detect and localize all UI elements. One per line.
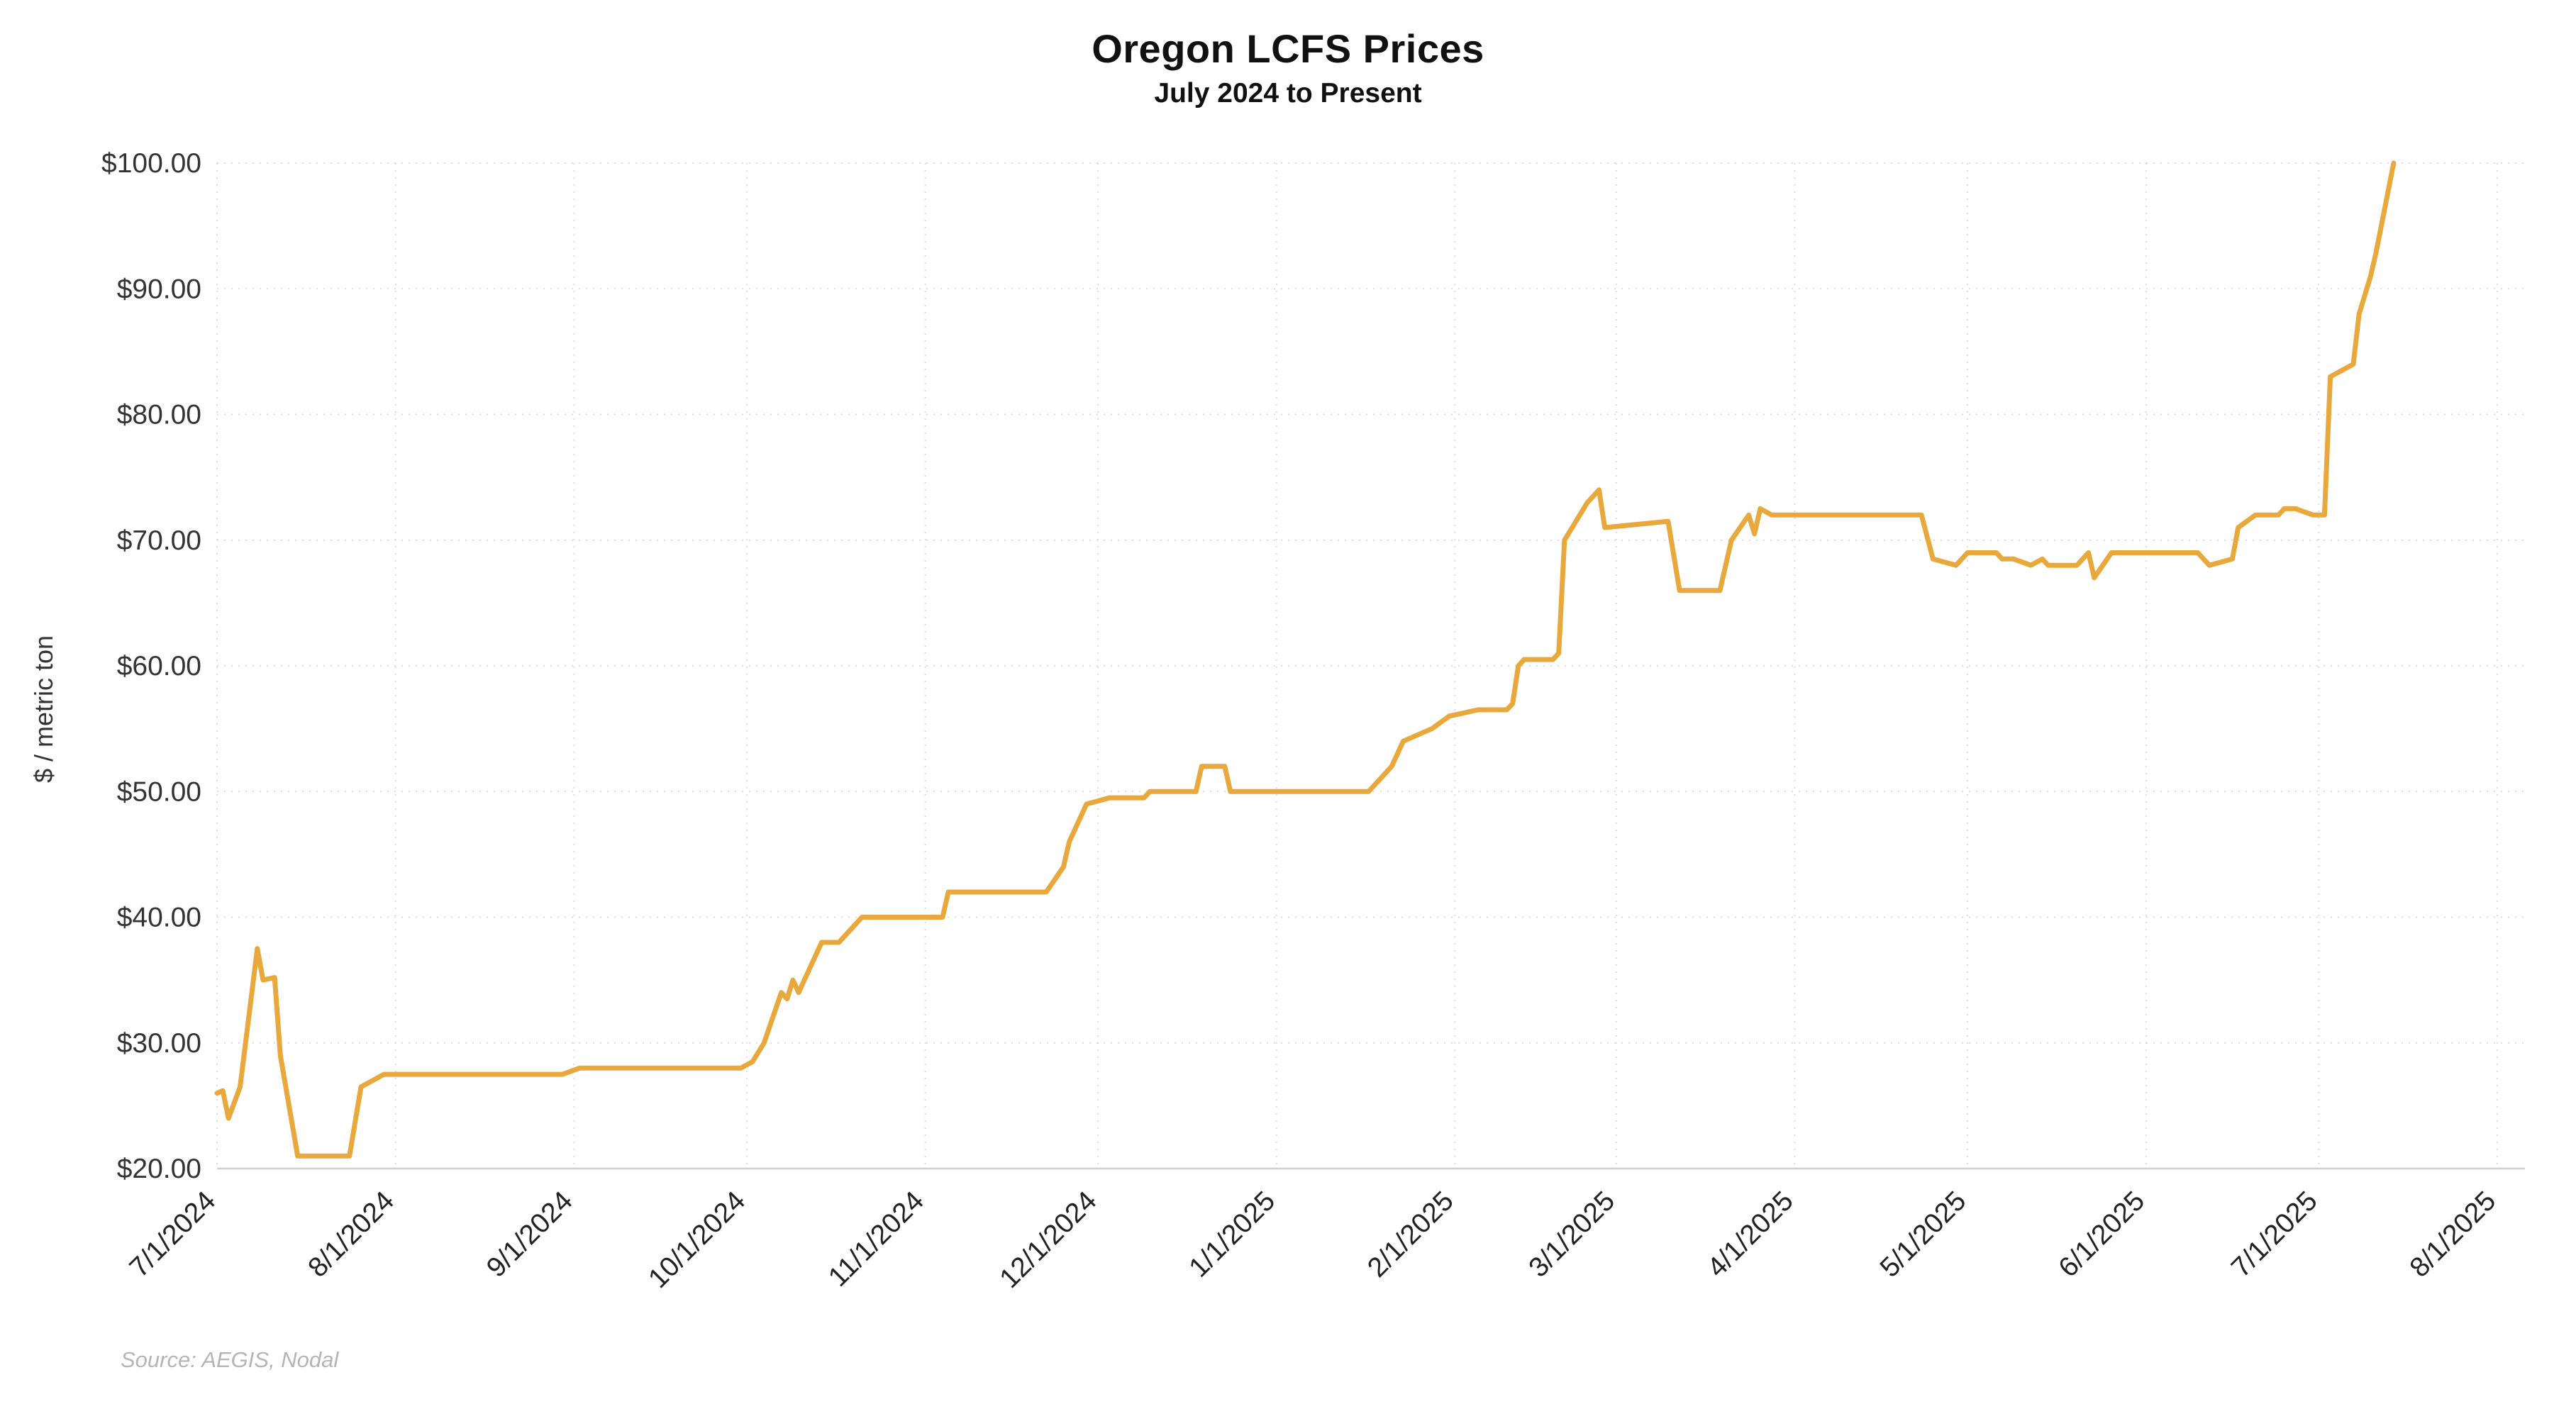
chart-title: Oregon LCFS Prices	[1092, 26, 1484, 71]
y-tick-label: $70.00	[117, 525, 201, 556]
x-tick-label: 10/1/2024	[643, 1186, 751, 1294]
x-tick-label: 12/1/2024	[994, 1186, 1102, 1294]
price-line	[214, 160, 2397, 1159]
x-tick-label: 7/1/2024	[124, 1186, 222, 1283]
x-tick-label: 1/1/2025	[1183, 1186, 1281, 1283]
y-axis-label: $ / metric ton	[29, 635, 58, 784]
source-note: Source: AEGIS, Nodal	[121, 1347, 339, 1372]
y-tick-label: $60.00	[117, 651, 201, 681]
y-tick-label: $100.00	[101, 148, 201, 179]
x-tick-label: 4/1/2025	[1701, 1186, 1799, 1283]
x-tick-label: 9/1/2024	[481, 1186, 579, 1283]
y-tick-label: $20.00	[117, 1154, 201, 1184]
x-tick-label: 3/1/2025	[1523, 1186, 1621, 1283]
y-tick-label: $80.00	[117, 400, 201, 430]
x-tick-label: 7/1/2025	[2226, 1186, 2324, 1283]
chart-subtitle: July 2024 to Present	[1154, 78, 1422, 108]
x-tick-label: 11/1/2024	[823, 1186, 930, 1293]
x-tick-label: 8/1/2024	[302, 1186, 400, 1283]
x-tick-label: 6/1/2025	[2053, 1186, 2150, 1283]
y-tick-label: $30.00	[117, 1028, 201, 1059]
y-tick-label: $90.00	[117, 274, 201, 304]
y-tick-label: $50.00	[117, 776, 201, 807]
x-tick-label: 2/1/2025	[1362, 1186, 1460, 1283]
y-tick-label: $40.00	[117, 903, 201, 933]
x-tick-label: 8/1/2025	[2404, 1186, 2502, 1283]
x-tick-label: 5/1/2025	[1875, 1186, 1972, 1283]
